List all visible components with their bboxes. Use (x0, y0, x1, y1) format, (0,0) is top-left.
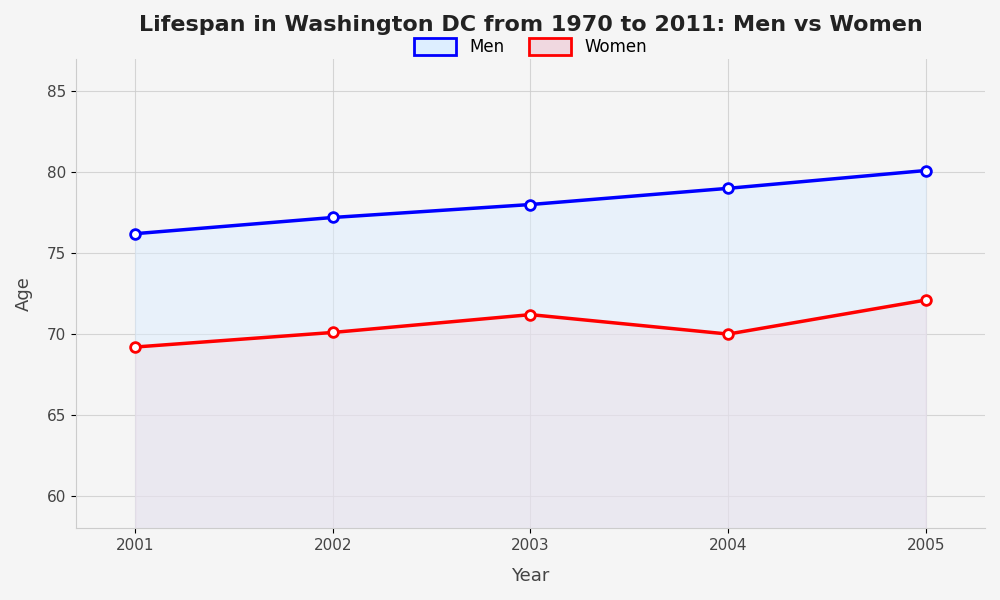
Legend: Men, Women: Men, Women (406, 29, 655, 64)
X-axis label: Year: Year (511, 567, 550, 585)
Y-axis label: Age: Age (15, 276, 33, 311)
Title: Lifespan in Washington DC from 1970 to 2011: Men vs Women: Lifespan in Washington DC from 1970 to 2… (139, 15, 922, 35)
